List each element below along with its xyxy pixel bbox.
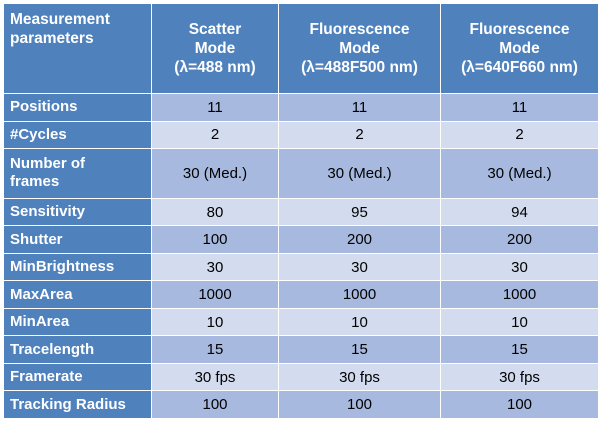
row-label-line: frames xyxy=(10,173,60,191)
header-line: (λ=488 nm) xyxy=(174,59,256,76)
scatter-value: 100 xyxy=(151,225,279,254)
row-label: Framerate xyxy=(3,362,152,392)
fluor488-value: 15 xyxy=(278,335,441,364)
row-label: MinBrightness xyxy=(3,252,152,282)
fluor488-value: 1000 xyxy=(278,280,441,309)
scatter-value: 15 xyxy=(151,335,279,364)
header-line: Mode xyxy=(194,40,236,57)
fluor488-value: 30 fps xyxy=(278,362,441,392)
row-label: Sensitivity xyxy=(3,197,152,227)
header-scatter-mode: Scatter Mode (λ=488 nm) xyxy=(151,3,279,94)
parameters-table-container: Measurement parameters Scatter Mode (λ=4… xyxy=(3,3,599,419)
table-row: MaxArea 1000 1000 1000 xyxy=(3,280,599,309)
fluor640-value: 30 (Med.) xyxy=(440,148,599,199)
scatter-value: 30 (Med.) xyxy=(151,148,279,199)
row-label-line: Number of xyxy=(10,155,85,173)
table-row: Number of frames 30 (Med.) 30 (Med.) 30 … xyxy=(3,148,599,199)
measurement-parameters-table: Measurement parameters Scatter Mode (λ=4… xyxy=(3,3,599,419)
table-row: Tracking Radius 100 100 100 xyxy=(3,390,599,419)
header-line: (λ=488F500 nm) xyxy=(301,59,418,76)
fluor640-value: 30 fps xyxy=(440,362,599,392)
fluor640-value: 2 xyxy=(440,120,599,149)
table-row: Shutter 100 200 200 xyxy=(3,225,599,254)
fluor488-value: 10 xyxy=(278,307,441,337)
fluor640-value: 11 xyxy=(440,93,599,122)
header-line: Fluorescence xyxy=(469,21,570,38)
scatter-value: 2 xyxy=(151,120,279,149)
row-label: MinArea xyxy=(3,307,152,337)
header-line: parameters xyxy=(10,30,94,47)
header-line: Mode xyxy=(339,40,380,57)
header-row: Measurement parameters Scatter Mode (λ=4… xyxy=(3,3,599,94)
header-line: (λ=640F660 nm) xyxy=(461,59,578,76)
header-measurement-parameters: Measurement parameters xyxy=(3,3,152,94)
fluor488-value: 11 xyxy=(278,93,441,122)
fluor640-value: 200 xyxy=(440,225,599,254)
scatter-value: 100 xyxy=(151,390,279,419)
fluor640-value: 15 xyxy=(440,335,599,364)
scatter-value: 30 xyxy=(151,252,279,282)
scatter-value: 80 xyxy=(151,197,279,227)
table-row: MinBrightness 30 30 30 xyxy=(3,252,599,282)
fluor640-value: 1000 xyxy=(440,280,599,309)
scatter-value: 10 xyxy=(151,307,279,337)
fluor488-value: 100 xyxy=(278,390,441,419)
header-line: Fluorescence xyxy=(309,21,410,38)
table-row: Tracelength 15 15 15 xyxy=(3,335,599,364)
fluor488-value: 30 xyxy=(278,252,441,282)
fluor488-value: 30 (Med.) xyxy=(278,148,441,199)
table-row: Framerate 30 fps 30 fps 30 fps xyxy=(3,362,599,392)
table-row: Sensitivity 80 95 94 xyxy=(3,197,599,227)
fluor488-value: 200 xyxy=(278,225,441,254)
scatter-value: 30 fps xyxy=(151,362,279,392)
fluor488-value: 2 xyxy=(278,120,441,149)
fluor640-value: 30 xyxy=(440,252,599,282)
table-row: #Cycles 2 2 2 xyxy=(3,120,599,149)
header-line: Mode xyxy=(499,40,540,57)
fluor640-value: 94 xyxy=(440,197,599,227)
row-label: Shutter xyxy=(3,225,152,254)
table-row: MinArea 10 10 10 xyxy=(3,307,599,337)
row-label: Tracking Radius xyxy=(3,390,152,419)
header-fluorescence-mode-488: Fluorescence Mode (λ=488F500 nm) xyxy=(278,3,441,94)
row-label: Number of frames xyxy=(3,148,152,199)
fluor640-value: 10 xyxy=(440,307,599,337)
scatter-value: 1000 xyxy=(151,280,279,309)
fluor488-value: 95 xyxy=(278,197,441,227)
row-label: Positions xyxy=(3,93,152,122)
scatter-value: 11 xyxy=(151,93,279,122)
header-line: Measurement xyxy=(10,11,110,28)
row-label: #Cycles xyxy=(3,120,152,149)
fluor640-value: 100 xyxy=(440,390,599,419)
table-row: Positions 11 11 11 xyxy=(3,93,599,122)
row-label: MaxArea xyxy=(3,280,152,309)
row-label: Tracelength xyxy=(3,335,152,364)
header-fluorescence-mode-640: Fluorescence Mode (λ=640F660 nm) xyxy=(440,3,599,94)
header-line: Scatter xyxy=(188,21,242,38)
